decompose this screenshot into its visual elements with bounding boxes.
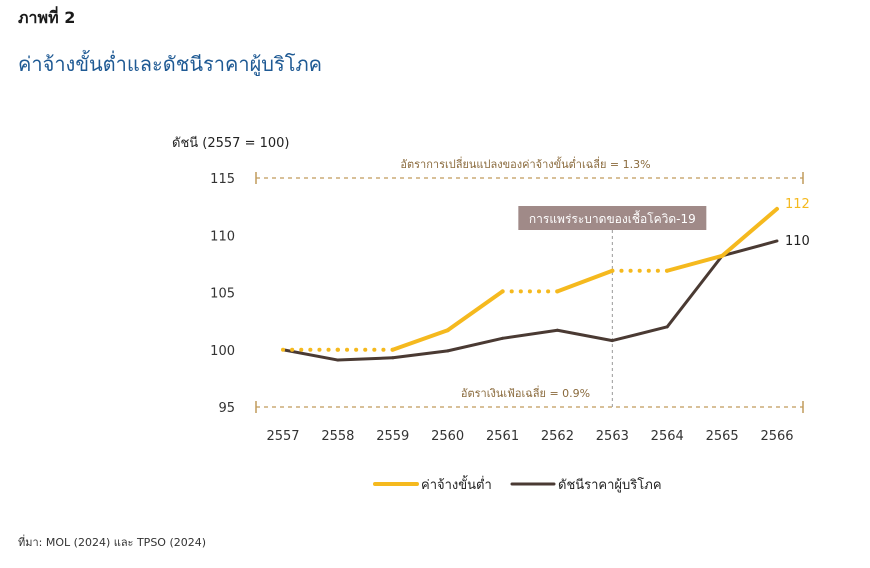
- chart-title: ค่าจ้างขั้นต่ำและดัชนีราคาผู้บริโภค: [18, 52, 323, 76]
- legend-label: ดัชนีราคาผู้บริโภค: [558, 477, 662, 493]
- series-segment: [555, 328, 614, 343]
- figure-label: ภาพที่ 2: [18, 8, 76, 27]
- covid-event: การแพร่ระบาดของเชื้อโควิด-19: [518, 206, 707, 407]
- series-segment: [610, 325, 669, 343]
- y-tick-label: 110: [210, 229, 235, 244]
- series-segment: [501, 328, 559, 340]
- series-segment: [336, 356, 395, 362]
- x-tick-label: 2565: [706, 429, 739, 444]
- x-tick-label: 2562: [541, 429, 574, 444]
- y-tick-label: 95: [218, 401, 235, 416]
- y-tick-label: 100: [210, 344, 235, 359]
- series-lines: [281, 206, 779, 362]
- x-tick-label: 2558: [321, 429, 354, 444]
- y-axis-ticks: 95 100 105 110 115: [210, 172, 235, 416]
- x-tick-label: 2561: [486, 429, 519, 444]
- source-note: ที่มา: MOL (2024) และ TPSO (2024): [18, 536, 207, 549]
- series-segment: [665, 254, 724, 329]
- series-segment: [555, 268, 615, 294]
- series-end-label: 110: [785, 234, 810, 249]
- series-end-labels: 112 110: [785, 197, 810, 249]
- series-segment: [720, 239, 779, 258]
- y-tick-label: 105: [210, 287, 235, 302]
- x-tick-label: 2564: [651, 429, 684, 444]
- x-tick-label: 2559: [376, 429, 409, 444]
- event-label: การแพร่ระบาดของเชื้อโควิด-19: [529, 210, 696, 226]
- reference-line-label: อัตราการเปลี่ยนแปลงของค่าจ้างขั้นต่ำเฉลี…: [400, 156, 650, 171]
- x-axis-ticks: 2557 2558 2559 2560 2561 2562 2563 2564 2565 2566: [266, 429, 793, 444]
- event-box: [518, 206, 707, 230]
- x-tick-label: 2566: [760, 429, 793, 444]
- legend: ค่าจ้างขั้นต่ำ ดัชนีราคาผู้บริโภค: [373, 475, 662, 493]
- x-tick-label: 2563: [596, 429, 629, 444]
- legend-label: ค่าจ้างขั้นต่ำ: [421, 475, 492, 493]
- y-tick-label: 115: [210, 172, 235, 187]
- series-segment: [665, 253, 725, 273]
- series-segment: [445, 289, 505, 333]
- series-segment: [446, 336, 505, 353]
- reference-lines: อัตราการเปลี่ยนแปลงของค่าจ้างขั้นต่ำเฉลี…: [255, 156, 804, 413]
- series-segment: [720, 206, 779, 258]
- x-tick-label: 2557: [266, 429, 299, 444]
- series-end-label: 112: [785, 197, 810, 212]
- reference-line-label: อัตราเงินเฟ้อเฉลี่ย = 0.9%: [461, 385, 590, 400]
- series-segment: [390, 328, 450, 352]
- y-axis-label: ดัชนี (2557 = 100): [172, 135, 289, 151]
- x-tick-label: 2560: [431, 429, 464, 444]
- series-segment: [391, 349, 450, 360]
